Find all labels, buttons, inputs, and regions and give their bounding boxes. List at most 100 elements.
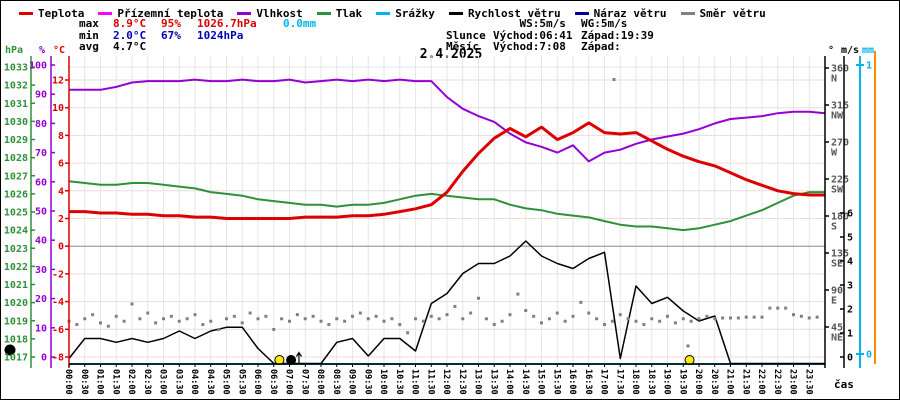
legend-item-naraz-vetru: Náraz větru	[574, 7, 667, 20]
stat-min-temp: 2.0°C	[113, 28, 147, 42]
svg-text:N: N	[831, 74, 837, 85]
stat-min-label: min	[79, 28, 99, 42]
svg-text:4: 4	[847, 257, 853, 268]
svg-text:22:30: 22:30	[772, 369, 782, 395]
svg-text:06:00: 06:00	[252, 369, 262, 395]
svg-text:1020: 1020	[4, 298, 28, 309]
wind-speed-stat: WS:5m/s	[493, 17, 566, 30]
srazky-swatch-icon	[376, 12, 391, 15]
legend-label-rychlost-vetru: Rychlost větru	[467, 7, 561, 20]
svg-text:1027: 1027	[4, 171, 28, 182]
svg-text:08:30: 08:30	[331, 369, 341, 395]
svg-text:-4: -4	[52, 297, 64, 308]
svg-text:18:30: 18:30	[646, 369, 656, 395]
stat-min-humidity: 67%	[161, 28, 181, 42]
svg-text:14:00: 14:00	[504, 369, 514, 395]
stat-max-precip: 0.0mm	[283, 17, 317, 30]
svg-text:06:30: 06:30	[268, 369, 278, 395]
svg-text:04:00: 04:00	[189, 369, 199, 395]
series-pressure	[68, 180, 825, 232]
legend-item-prizemni-teplota: Přízemní teplota	[98, 7, 223, 20]
svg-text:14:30: 14:30	[520, 369, 530, 395]
legend-item-teplota: Teplota	[19, 7, 84, 20]
svg-text:-6: -6	[52, 325, 64, 336]
svg-text:1023: 1023	[4, 244, 28, 255]
stat-max-pressure: 1026.7hPa	[197, 17, 257, 30]
svg-text:1: 1	[866, 61, 872, 72]
svg-text:SW: SW	[831, 185, 844, 196]
prizemni-teplota-swatch-icon	[98, 12, 113, 15]
svg-text:07:00: 07:00	[284, 369, 294, 395]
svg-text:4: 4	[58, 186, 64, 197]
legend-item-tlak: Tlak	[316, 7, 363, 20]
stat-max-temp: 8.9°C	[113, 17, 147, 30]
svg-text:11:30: 11:30	[425, 369, 435, 395]
moon-margin-dot-marker	[4, 344, 16, 356]
sun-row-label: Slunce	[446, 28, 486, 42]
svg-text:0: 0	[58, 242, 64, 253]
svg-text:40: 40	[35, 236, 47, 247]
svg-text:12:00: 12:00	[441, 369, 451, 395]
stat-max-humidity: 95%	[161, 17, 181, 30]
wind-direction-dots	[67, 78, 819, 348]
tlak-swatch-icon	[316, 12, 331, 15]
legend-label-teplota: Teplota	[38, 7, 85, 20]
stat-avg-temp: 4.7°C	[113, 40, 147, 53]
vlhkost-swatch-icon	[237, 12, 252, 15]
svg-text:05:00: 05:00	[221, 369, 231, 395]
series-wind	[68, 240, 825, 365]
svg-text:270: 270	[831, 138, 849, 149]
svg-text:15:00: 15:00	[536, 369, 546, 395]
svg-text:05:30: 05:30	[236, 369, 246, 395]
svg-text:13:00: 13:00	[473, 369, 483, 395]
svg-text:135: 135	[831, 249, 849, 260]
svg-text:12: 12	[52, 76, 64, 87]
stat-max-label: max	[79, 17, 99, 30]
svg-text:09:00: 09:00	[347, 369, 357, 395]
svg-text:1029: 1029	[4, 135, 28, 146]
sunrise-time: Východ:06:41	[493, 28, 573, 42]
svg-text:04:30: 04:30	[205, 369, 215, 395]
svg-text:1025: 1025	[4, 208, 28, 219]
gridlines	[69, 56, 825, 364]
svg-text:3: 3	[847, 281, 853, 292]
moonrise-marker	[286, 355, 297, 365]
legend-item-vlhkost: Vlhkost	[237, 7, 303, 20]
svg-text:-2: -2	[52, 269, 64, 280]
svg-text:1022: 1022	[4, 262, 28, 273]
svg-text:1033: 1033	[4, 63, 28, 74]
svg-text:100: 100	[29, 61, 47, 72]
svg-text:E: E	[831, 296, 837, 307]
svg-text:NW: NW	[831, 111, 844, 122]
svg-text:02:30: 02:30	[142, 369, 152, 395]
svg-text:1018: 1018	[4, 334, 28, 345]
svg-text:21:00: 21:00	[725, 369, 735, 395]
svg-text:16:00: 16:00	[567, 369, 577, 395]
legend-item-smer-vetru: Směr větru	[680, 7, 766, 20]
axes: 1017101810191020102110221023102410251026…	[4, 45, 876, 395]
svg-text:17:00: 17:00	[599, 369, 609, 395]
legend-label-naraz-vetru: Náraz větru	[593, 7, 667, 20]
svg-text:03:30: 03:30	[173, 369, 183, 395]
svg-text:18:00: 18:00	[630, 369, 640, 395]
svg-text:12:30: 12:30	[457, 369, 467, 395]
svg-text:°C: °C	[53, 45, 65, 56]
svg-text:90: 90	[35, 90, 47, 101]
svg-text:6: 6	[847, 209, 853, 220]
svg-text:03:00: 03:00	[158, 369, 168, 395]
svg-text:07:30: 07:30	[299, 369, 309, 395]
legend-label-tlak: Tlak	[335, 7, 363, 20]
svg-text:1032: 1032	[4, 81, 28, 92]
svg-text:08:00: 08:00	[315, 369, 325, 395]
astro-summary: WS:5m/s WG:5m/s Slunce Východ:06:41 Západ:1…	[446, 18, 673, 53]
svg-text:NE: NE	[831, 333, 843, 344]
svg-text:70: 70	[35, 148, 47, 159]
svg-text:5: 5	[847, 233, 853, 244]
sunrise-marker	[274, 355, 285, 365]
sunset-time: Západ:19:39	[581, 28, 654, 42]
sun-moon-markers	[4, 344, 695, 365]
svg-text:17:30: 17:30	[614, 369, 624, 395]
time-axis-caption: čas	[834, 378, 854, 391]
svg-text:-8: -8	[52, 353, 64, 364]
svg-text:0: 0	[847, 353, 853, 364]
